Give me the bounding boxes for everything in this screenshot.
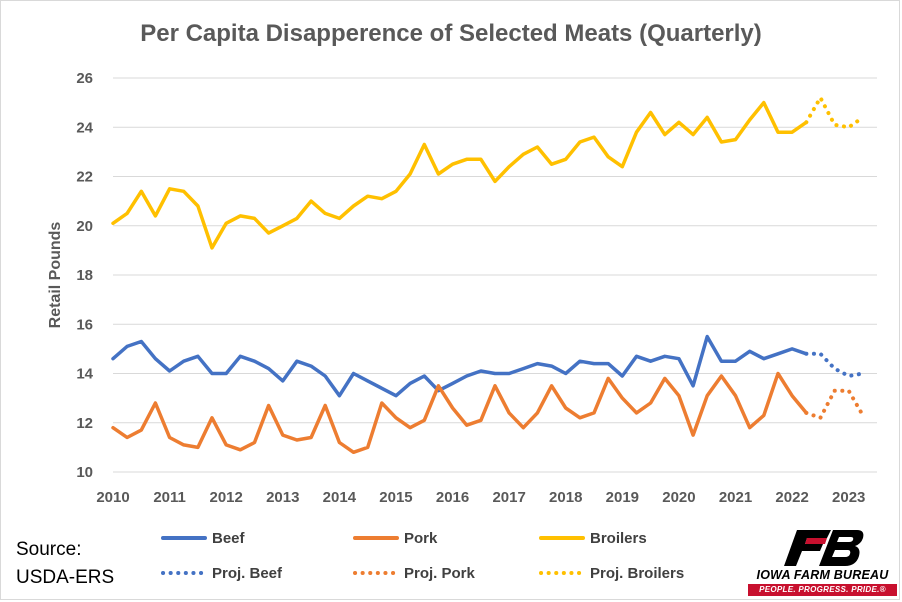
- source-value: USDA-ERS: [16, 567, 115, 588]
- source-label: Source:: [16, 539, 82, 560]
- x-tick-label: 2016: [436, 489, 469, 506]
- logo-name: IOWA FARM BUREAU: [756, 568, 889, 582]
- y-tick-label: 12: [76, 415, 93, 432]
- legend-label: Proj. Broilers: [590, 565, 684, 582]
- y-tick-label: 22: [76, 169, 93, 186]
- series-line-proj-pork: [804, 388, 865, 420]
- y-tick-label: 20: [76, 218, 93, 235]
- x-tick-label: 2013: [266, 489, 299, 506]
- iowa-farm-bureau-logo: IOWA FARM BUREAU PEOPLE. PROGRESS. PRIDE…: [745, 528, 900, 598]
- series-line-proj-beef: [804, 351, 865, 378]
- fb-logo-mark: [784, 530, 864, 566]
- y-tick-label: 18: [76, 267, 93, 284]
- x-tick-label: 2018: [549, 489, 582, 506]
- series-lines: [111, 95, 865, 455]
- logo-tagline: PEOPLE. PROGRESS. PRIDE.®: [748, 584, 897, 596]
- y-tick-label: 10: [76, 464, 93, 481]
- source-note: Source: USDA-ERS: [16, 536, 114, 592]
- x-tick-label: 2015: [379, 489, 412, 506]
- x-tick-labels: 2010 2011 2012 2013 2014 2015 2016 2017 2018 2019…: [96, 489, 865, 506]
- legend-label: Proj. Beef: [212, 565, 283, 582]
- y-tick-label: 14: [76, 366, 93, 383]
- x-tick-label: 2021: [719, 489, 752, 506]
- legend-label: Pork: [404, 530, 438, 547]
- x-tick-label: 2020: [662, 489, 695, 506]
- x-tick-label: 2014: [323, 489, 357, 506]
- y-tick-label: 24: [76, 119, 93, 136]
- series-line-proj-broilers: [804, 95, 865, 130]
- y-tick-label: 26: [76, 70, 93, 87]
- y-axis-title: Retail Pounds: [47, 222, 64, 329]
- series-line-beef: [111, 334, 809, 398]
- chart-title: Per Capita Disapperence of Selected Meat…: [140, 20, 762, 47]
- y-tick-labels: 10 12 14 16 18 20 22 24 26: [76, 70, 93, 481]
- legend-label: Proj. Pork: [404, 565, 476, 582]
- x-tick-label: 2012: [209, 489, 242, 506]
- y-tick-label: 16: [76, 316, 93, 333]
- legend-label: Broilers: [590, 530, 647, 547]
- x-tick-label: 2017: [492, 489, 525, 506]
- x-tick-label: 2022: [775, 489, 808, 506]
- x-tick-label: 2019: [606, 489, 639, 506]
- series-line-pork: [111, 371, 809, 455]
- gridlines: [113, 77, 877, 473]
- series-line-broilers: [111, 100, 809, 250]
- x-tick-label: 2010: [96, 489, 129, 506]
- legend-label: Beef: [212, 530, 246, 547]
- legend: Beef Pork Broilers Proj. Beef Proj. Pork Proj…: [161, 530, 684, 582]
- x-tick-label: 2011: [153, 489, 186, 506]
- x-tick-label: 2023: [832, 489, 865, 506]
